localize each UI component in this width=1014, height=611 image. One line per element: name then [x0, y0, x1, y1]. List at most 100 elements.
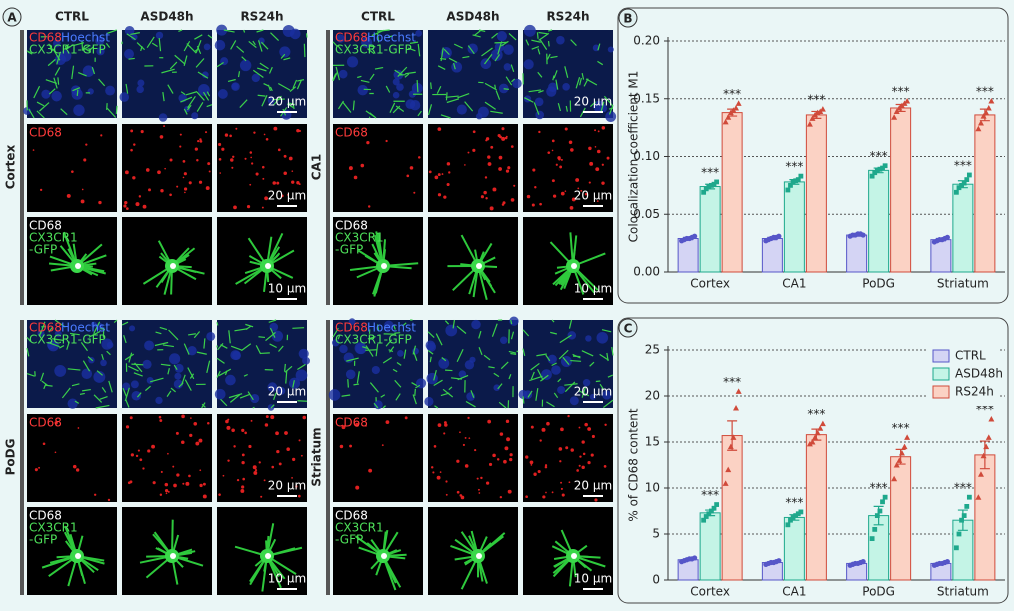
cd68-puncta: [433, 445, 437, 448]
microglia-process: [36, 110, 45, 119]
nucleus: [298, 348, 309, 359]
cd68-puncta: [138, 195, 142, 198]
microglia-process: [206, 91, 211, 97]
data-point: [869, 536, 875, 541]
microglia-process: [296, 79, 302, 90]
cd68-puncta: [472, 148, 476, 152]
microglia-process: [258, 336, 266, 339]
microglia-process: [427, 331, 435, 339]
micrograph: [217, 414, 307, 502]
microglia-process: [78, 71, 87, 77]
nucleus: [119, 92, 130, 102]
microglia-process: [201, 402, 206, 409]
microglia-process: [106, 107, 117, 118]
nucleus: [130, 33, 138, 41]
cd68-puncta: [579, 455, 582, 458]
significance-label: ***: [807, 93, 825, 107]
microglia-process: [607, 374, 614, 378]
microglia-process: [255, 345, 262, 355]
cd68-puncta: [464, 436, 467, 439]
cd68-puncta: [341, 425, 346, 430]
cd68-puncta: [183, 172, 187, 176]
nucleus: [250, 393, 260, 404]
nucleus: [158, 113, 168, 122]
y-axis-label: % of CD68 content: [627, 408, 641, 522]
cd68-puncta: [485, 481, 490, 485]
data-point: [983, 109, 990, 116]
channel-label: CD68: [29, 31, 62, 45]
microglia-process: [261, 95, 268, 107]
nucleus: [23, 107, 31, 115]
data-point: [817, 425, 824, 431]
microglia-process: [260, 41, 269, 50]
microglia-process: [123, 334, 127, 344]
cd68-puncta: [506, 437, 511, 442]
significance-label: ***: [892, 85, 910, 99]
microglia-process: [570, 359, 582, 362]
microglia-process: [436, 85, 442, 94]
microglia-process: [228, 393, 243, 399]
cd68-puncta: [173, 483, 177, 488]
microglia-process: [427, 350, 434, 355]
microglia-process: [43, 383, 47, 390]
microglia-process: [553, 70, 558, 79]
nucleus: [415, 29, 423, 37]
cd68-puncta: [54, 451, 57, 454]
microglia-process: [407, 47, 416, 52]
cd68-puncta: [365, 424, 367, 427]
microglia-process: [263, 82, 269, 87]
micrograph-bg: [217, 414, 307, 502]
channel-label: CX3CR1: [29, 231, 78, 245]
microglia-process: [113, 319, 118, 324]
cd68-puncta: [480, 195, 484, 199]
microglia-process: [546, 53, 551, 60]
data-point: [860, 559, 866, 565]
microglia-process: [498, 401, 507, 409]
cd68-puncta: [492, 187, 497, 192]
cd68-puncta: [367, 205, 371, 208]
cd68-puncta: [197, 140, 200, 143]
microglia-process: [394, 69, 403, 76]
microglia-process: [193, 331, 201, 339]
data-point: [961, 513, 967, 518]
nucleus: [90, 321, 97, 328]
micrograph: [122, 217, 212, 305]
micrograph: [428, 507, 518, 595]
microglia-process: [493, 372, 500, 378]
cd68-puncta: [529, 460, 534, 465]
cd68-puncta: [509, 453, 513, 457]
cd68-puncta: [262, 177, 265, 180]
microglia-process: [270, 404, 275, 409]
cd68-core: [170, 553, 176, 559]
cd68-puncta: [298, 439, 301, 442]
microglia-process: [530, 362, 540, 371]
significance-label: ***: [976, 85, 994, 99]
cd68-puncta: [443, 432, 446, 435]
data-point: [964, 504, 970, 509]
nucleus: [438, 357, 450, 369]
data-point: [795, 511, 801, 517]
cd68-puncta: [437, 423, 442, 428]
cd68-puncta: [176, 473, 180, 477]
microglia-process: [269, 86, 273, 92]
microglia-process: [82, 360, 91, 372]
region-bar: [326, 320, 330, 595]
micrograph: [122, 507, 212, 595]
microglia-process: [289, 86, 297, 92]
panel-frame: [617, 7, 1009, 304]
microglia-process: [184, 379, 192, 391]
micrograph: [522, 24, 617, 122]
y-tick-label: 15: [645, 435, 660, 449]
bar: [890, 456, 912, 581]
nucleus: [424, 396, 434, 407]
cd68-puncta: [196, 159, 199, 162]
micrograph: [523, 124, 613, 212]
significance-label: ***: [723, 87, 741, 101]
cd68-puncta: [595, 167, 600, 172]
cd68-puncta: [355, 422, 359, 427]
data-point: [893, 108, 900, 114]
microglia-process: [602, 399, 614, 409]
channel-label: Hoechst: [61, 31, 110, 45]
micrograph: [428, 124, 518, 212]
cd68-puncta: [283, 154, 287, 158]
